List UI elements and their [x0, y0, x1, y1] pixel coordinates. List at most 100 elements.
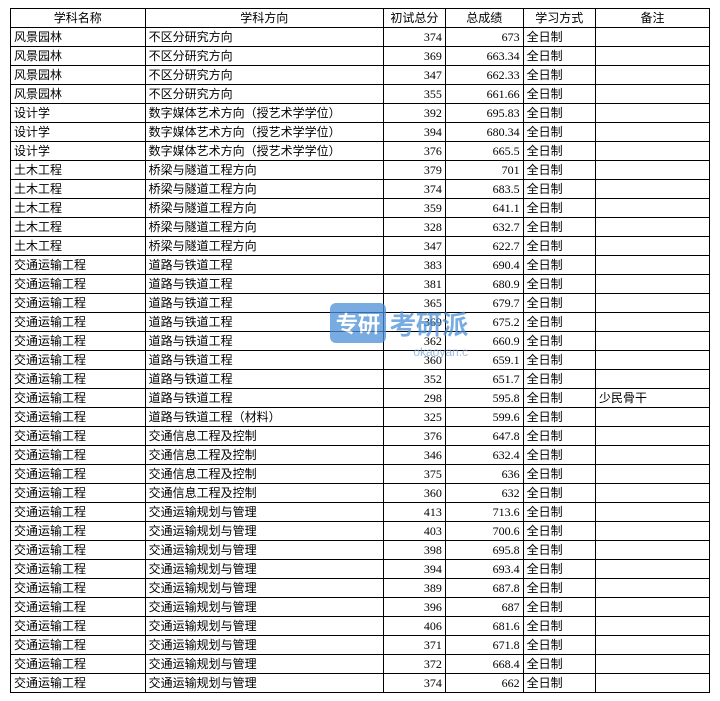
cell-note: [596, 674, 710, 693]
cell-initial-score: 360: [383, 484, 445, 503]
col-header-direction: 学科方向: [145, 9, 383, 28]
cell-initial-score: 375: [383, 465, 445, 484]
cell-major: 风景园林: [11, 47, 146, 66]
table-row: 交通运输工程道路与铁道工程369675.2全日制: [11, 313, 710, 332]
cell-study-mode: 全日制: [523, 47, 595, 66]
cell-study-mode: 全日制: [523, 66, 595, 85]
cell-study-mode: 全日制: [523, 389, 595, 408]
cell-study-mode: 全日制: [523, 484, 595, 503]
cell-study-mode: 全日制: [523, 123, 595, 142]
cell-study-mode: 全日制: [523, 237, 595, 256]
cell-total-score: 701: [445, 161, 523, 180]
table-row: 交通运输工程交通运输规划与管理389687.8全日制: [11, 579, 710, 598]
table-row: 交通运输工程交通信息工程及控制376647.8全日制: [11, 427, 710, 446]
cell-total-score: 651.7: [445, 370, 523, 389]
cell-total-score: 695.8: [445, 541, 523, 560]
cell-initial-score: 374: [383, 28, 445, 47]
cell-direction: 道路与铁道工程: [145, 389, 383, 408]
table-row: 交通运输工程交通信息工程及控制375636全日制: [11, 465, 710, 484]
cell-major: 设计学: [11, 142, 146, 161]
cell-total-score: 700.6: [445, 522, 523, 541]
cell-initial-score: 374: [383, 674, 445, 693]
cell-direction: 不区分研究方向: [145, 85, 383, 104]
cell-study-mode: 全日制: [523, 142, 595, 161]
cell-note: [596, 161, 710, 180]
cell-initial-score: 392: [383, 104, 445, 123]
cell-major: 风景园林: [11, 28, 146, 47]
cell-direction: 交通运输规划与管理: [145, 655, 383, 674]
cell-direction: 桥梁与隧道工程方向: [145, 218, 383, 237]
cell-major: 交通运输工程: [11, 655, 146, 674]
cell-initial-score: 298: [383, 389, 445, 408]
cell-total-score: 599.6: [445, 408, 523, 427]
cell-major: 交通运输工程: [11, 579, 146, 598]
cell-note: [596, 465, 710, 484]
cell-initial-score: 406: [383, 617, 445, 636]
cell-note: [596, 636, 710, 655]
cell-study-mode: 全日制: [523, 522, 595, 541]
cell-major: 风景园林: [11, 66, 146, 85]
cell-direction: 道路与铁道工程（材料）: [145, 408, 383, 427]
cell-note: [596, 484, 710, 503]
table-row: 交通运输工程交通运输规划与管理406681.6全日制: [11, 617, 710, 636]
cell-direction: 交通运输规划与管理: [145, 617, 383, 636]
cell-study-mode: 全日制: [523, 579, 595, 598]
table-row: 交通运输工程交通信息工程及控制346632.4全日制: [11, 446, 710, 465]
cell-major: 交通运输工程: [11, 408, 146, 427]
cell-major: 土木工程: [11, 199, 146, 218]
cell-total-score: 632: [445, 484, 523, 503]
cell-note: [596, 370, 710, 389]
cell-study-mode: 全日制: [523, 218, 595, 237]
table-row: 风景园林不区分研究方向347662.33全日制: [11, 66, 710, 85]
table-row: 土木工程桥梁与隧道工程方向328632.7全日制: [11, 218, 710, 237]
cell-total-score: 660.9: [445, 332, 523, 351]
cell-direction: 交通信息工程及控制: [145, 427, 383, 446]
cell-note: [596, 332, 710, 351]
cell-initial-score: 347: [383, 66, 445, 85]
cell-direction: 交通运输规划与管理: [145, 674, 383, 693]
table-header-row: 学科名称 学科方向 初试总分 总成绩 学习方式 备注: [11, 9, 710, 28]
cell-major: 交通运输工程: [11, 294, 146, 313]
col-header-major: 学科名称: [11, 9, 146, 28]
cell-direction: 道路与铁道工程: [145, 275, 383, 294]
table-row: 交通运输工程交通运输规划与管理371671.8全日制: [11, 636, 710, 655]
cell-study-mode: 全日制: [523, 560, 595, 579]
cell-initial-score: 369: [383, 313, 445, 332]
cell-major: 设计学: [11, 104, 146, 123]
table-header: 学科名称 学科方向 初试总分 总成绩 学习方式 备注: [11, 9, 710, 28]
table-row: 土木工程桥梁与隧道工程方向347622.7全日制: [11, 237, 710, 256]
cell-note: [596, 142, 710, 161]
cell-major: 土木工程: [11, 218, 146, 237]
cell-total-score: 675.2: [445, 313, 523, 332]
cell-note: [596, 427, 710, 446]
cell-note: [596, 104, 710, 123]
cell-initial-score: 372: [383, 655, 445, 674]
cell-direction: 交通信息工程及控制: [145, 484, 383, 503]
cell-initial-score: 325: [383, 408, 445, 427]
cell-study-mode: 全日制: [523, 180, 595, 199]
cell-total-score: 695.83: [445, 104, 523, 123]
cell-study-mode: 全日制: [523, 446, 595, 465]
cell-total-score: 636: [445, 465, 523, 484]
cell-total-score: 693.4: [445, 560, 523, 579]
cell-direction: 交通信息工程及控制: [145, 446, 383, 465]
col-header-note: 备注: [596, 9, 710, 28]
cell-direction: 不区分研究方向: [145, 28, 383, 47]
table-row: 交通运输工程道路与铁道工程352651.7全日制: [11, 370, 710, 389]
table-row: 交通运输工程道路与铁道工程362660.9全日制: [11, 332, 710, 351]
cell-major: 交通运输工程: [11, 636, 146, 655]
table-row: 土木工程桥梁与隧道工程方向379701全日制: [11, 161, 710, 180]
table-row: 交通运输工程道路与铁道工程360659.1全日制: [11, 351, 710, 370]
table-row: 风景园林不区分研究方向374673全日制: [11, 28, 710, 47]
cell-note: [596, 313, 710, 332]
cell-study-mode: 全日制: [523, 332, 595, 351]
cell-major: 土木工程: [11, 237, 146, 256]
cell-note: 少民骨干: [596, 389, 710, 408]
cell-direction: 交通运输规划与管理: [145, 560, 383, 579]
cell-initial-score: 379: [383, 161, 445, 180]
cell-study-mode: 全日制: [523, 313, 595, 332]
cell-note: [596, 655, 710, 674]
cell-total-score: 668.4: [445, 655, 523, 674]
cell-note: [596, 617, 710, 636]
cell-study-mode: 全日制: [523, 104, 595, 123]
